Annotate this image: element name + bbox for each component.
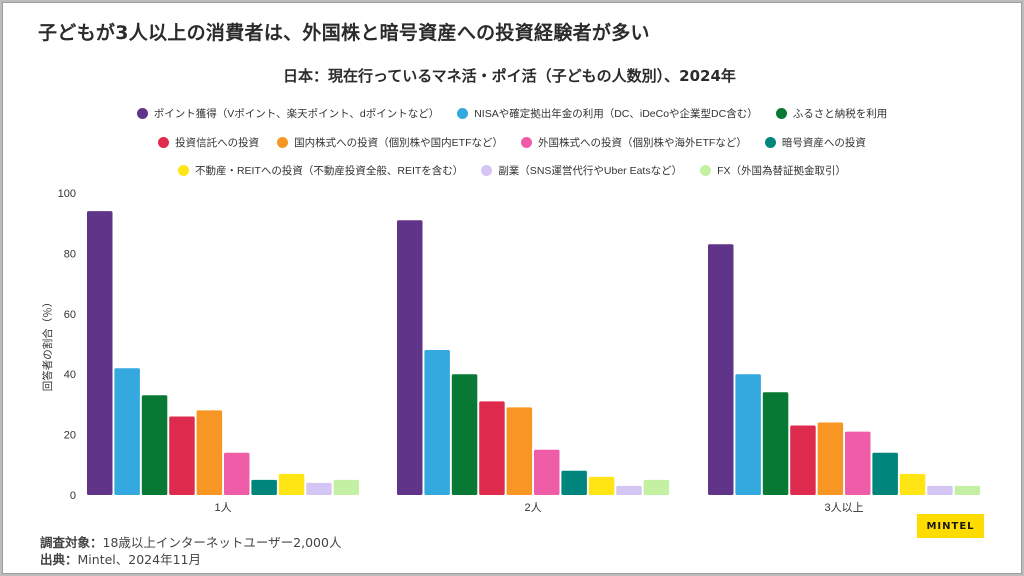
legend-label: 不動産・REITへの投資（不動産投資全般、REITを含む） — [194, 165, 464, 177]
legend-item: 副業（SNS運営代行やUber Eatsなど） — [481, 163, 682, 178]
legend-swatch — [775, 108, 787, 119]
legend-swatch — [481, 165, 493, 176]
chart-title: 日本：現在行っているマネ活・ポイ活（子どもの人数別）、2024年 — [283, 67, 736, 85]
legend-swatch — [158, 137, 170, 148]
legend-swatch — [700, 165, 712, 176]
legend-row: 投資信託への投資 国内株式への投資（個別株や国内ETFなど） 外国株式への投資（個別… — [0, 135, 1024, 150]
legend-row: 不動産・REITへの投資（不動産投資全般、REITを含む） 副業（SNS運営代行や… — [0, 163, 1024, 178]
legend-label: ふるさと納税を利用 — [792, 108, 888, 120]
footer-sample: 調査対象：18歳以上インターネットユーザー2,000人 — [40, 534, 341, 551]
legend-swatch — [277, 137, 289, 148]
legend-label: 国内株式への投資（個別株や国内ETFなど） — [294, 137, 503, 149]
mintel-logo: MINTEL — [917, 514, 984, 538]
sample-value: 18歳以上インターネットユーザー2,000人 — [102, 535, 342, 550]
legend-item: 不動産・REITへの投資（不動産投資全般、REITを含む） — [177, 163, 464, 178]
legend-item: NISAや確定拠出年金の利用（DC、iDeCoや企業型DC含む） — [457, 106, 758, 121]
legend-row: ポイント獲得（Vポイント、楽天ポイント、dポイントなど） NISAや確定拠出年金の… — [0, 106, 1024, 121]
footer: 調査対象：18歳以上インターネットユーザー2,000人 出典：Mintel、20… — [40, 534, 341, 568]
legend-item: FX（外国為替証拠金取引） — [700, 163, 846, 178]
legend-label: 投資信託への投資 — [175, 137, 260, 149]
legend-swatch — [177, 165, 189, 176]
legend-item: 投資信託への投資 — [158, 135, 259, 150]
legend-swatch — [764, 137, 776, 148]
legend-label: 副業（SNS運営代行やUber Eatsなど） — [498, 165, 683, 177]
page-title: 子どもが3人以上の消費者は、外国株と暗号資産への投資経験者が多い — [38, 22, 650, 44]
legend-label: NISAや確定拠出年金の利用（DC、iDeCoや企業型DC含む） — [474, 108, 758, 120]
source-label: 出典： — [40, 552, 78, 567]
legend-item: 外国株式への投資（個別株や海外ETFなど） — [521, 135, 747, 150]
legend-item: 暗号資産への投資 — [764, 135, 866, 150]
legend-swatch — [457, 108, 469, 119]
legend-label: 外国株式への投資（個別株や海外ETFなど） — [538, 137, 747, 149]
legend-item: ポイント獲得（Vポイント、楽天ポイント、dポイントなど） — [136, 106, 440, 121]
legend-label: ポイント獲得（Vポイント、楽天ポイント、dポイントなど） — [153, 108, 440, 120]
legend-swatch — [136, 108, 148, 119]
legend-item: ふるさと納税を利用 — [775, 106, 888, 121]
source-value: Mintel、2024年11月 — [77, 552, 201, 567]
legend-item: 国内株式への投資（個別株や国内ETFなど） — [277, 135, 503, 150]
legend-swatch — [521, 137, 532, 148]
legend-label: 暗号資産への投資 — [781, 137, 866, 149]
footer-source: 出典：Mintel、2024年11月 — [40, 551, 341, 568]
sample-label: 調査対象： — [40, 535, 103, 550]
legend-label: FX（外国為替証拠金取引） — [717, 165, 847, 177]
